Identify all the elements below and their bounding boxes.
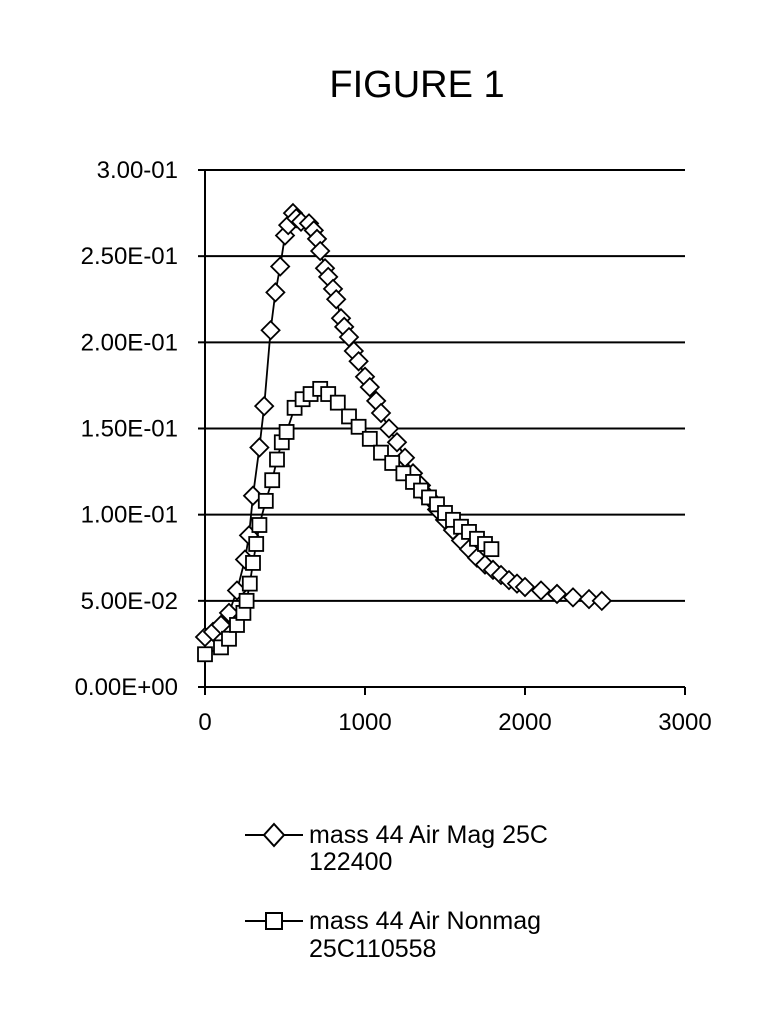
data-point-diamond: [249, 437, 270, 458]
data-point-diamond: [359, 376, 381, 398]
y-tick-label: 2.50E-01: [81, 243, 178, 270]
x-tick-label: 1000: [338, 709, 391, 736]
data-point-square: [269, 451, 285, 468]
chart-title: FIGURE 1: [329, 64, 504, 106]
data-point-square: [264, 472, 281, 489]
data-point-diamond: [348, 351, 369, 372]
data-point-square: [238, 592, 255, 609]
data-point-diamond: [546, 583, 568, 605]
x-tick-label: 0: [198, 709, 211, 736]
x-tick-label: 2000: [498, 709, 551, 736]
legend-label-mag-line2: 122400: [309, 848, 392, 876]
x-axis-ticks: 0 1000 2000 3000: [198, 687, 712, 736]
legend-label-mag-line1: mass 44 Air Mag 25C: [309, 821, 548, 849]
y-axis-ticks: 0.00E+00 5.00E-02 1.00E-01 1.50E-01 2.00E-01…: [75, 157, 205, 701]
y-tick-label: 2.00E-01: [81, 329, 178, 356]
data-point-square: [350, 418, 367, 435]
data-point-diamond: [218, 602, 240, 624]
data-point-diamond: [253, 395, 275, 417]
y-tick-label: 1.50E-01: [81, 416, 178, 443]
data-point-diamond: [578, 588, 600, 610]
data-point-diamond: [370, 402, 392, 424]
data-point-square: [483, 541, 500, 558]
data-point-diamond: [265, 282, 286, 303]
data-point-diamond: [514, 576, 536, 598]
data-point-square: [251, 517, 268, 533]
data-point-square: [197, 646, 213, 663]
data-point-square: [241, 575, 258, 592]
y-tick-label: 0.00E+00: [75, 674, 178, 701]
data-point-diamond: [242, 485, 264, 506]
y-tick-label: 1.00E-01: [81, 502, 178, 529]
data-point-diamond: [309, 240, 331, 262]
series-line: [204, 211, 602, 638]
data-point-square: [257, 492, 274, 509]
legend-item-mag: mass 44 Air Mag 25C 122400: [245, 821, 548, 876]
legend-diamond-marker: [262, 822, 286, 848]
data-point-square: [245, 555, 261, 571]
legend: mass 44 Air Mag 25C 122400 mass 44 Air N…: [245, 821, 548, 963]
data-point-diamond: [269, 256, 291, 277]
data-point-square: [248, 536, 265, 552]
data-point-square: [221, 630, 237, 647]
data-point-diamond: [530, 580, 552, 601]
data-point-diamond: [562, 587, 584, 608]
data-point-diamond: [210, 614, 232, 636]
legend-square-marker: [265, 912, 283, 930]
legend-label-nonmag-line1: mass 44 Air Nonmag: [309, 907, 541, 935]
data-point-diamond: [591, 590, 613, 612]
y-tick-label: 5.00E-02: [81, 588, 178, 615]
data-point-square: [329, 394, 346, 411]
data-point-diamond: [386, 432, 408, 453]
legend-item-nonmag: mass 44 Air Nonmag 25C110558: [245, 907, 541, 963]
x-tick-label: 3000: [658, 709, 711, 736]
data-point-diamond: [325, 288, 347, 310]
data-point-diamond: [260, 319, 281, 341]
data-point-diamond: [378, 418, 400, 439]
data-point-square: [361, 430, 378, 447]
data-point-square: [278, 424, 295, 440]
legend-label-nonmag-line2: 25C110558: [309, 935, 436, 963]
y-tick-label: 3.00-01: [97, 157, 178, 184]
series-nonmag: [197, 380, 500, 663]
series-mag: [194, 202, 613, 648]
